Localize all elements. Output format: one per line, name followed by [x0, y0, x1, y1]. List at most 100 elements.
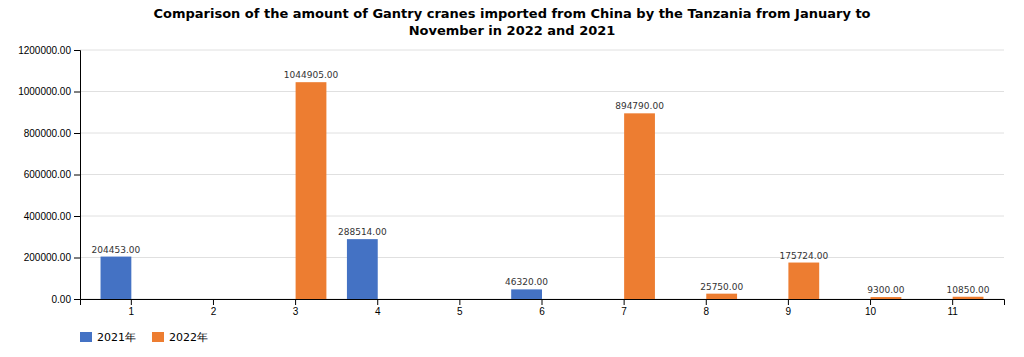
legend-item: 2021年 — [80, 331, 136, 344]
tick-mark — [788, 299, 789, 305]
tick-label: 1200000.00 — [18, 45, 71, 56]
tick: 7 — [621, 299, 627, 317]
tick-label: 4 — [375, 306, 381, 317]
plot: 0.00 200000.00 400000.00 600000.00 800000.00… — [18, 45, 1004, 317]
tick-label: 11 — [947, 306, 958, 317]
tick-label: 10 — [865, 306, 877, 317]
tick-label: 6 — [539, 306, 545, 317]
axis-domain — [74, 51, 81, 300]
tick-label: 200000.00 — [24, 252, 72, 263]
tick-mark — [952, 299, 953, 305]
data-label: 894790.00 — [615, 101, 664, 111]
tick-mark — [74, 92, 80, 93]
tick: 9 — [786, 299, 792, 317]
tick-mark — [213, 299, 214, 305]
series — [296, 82, 984, 299]
legend: 2021年 2022年 — [80, 331, 208, 344]
legend-item: 2022年 — [152, 331, 208, 344]
bar — [183, 299, 214, 300]
bar — [871, 297, 902, 299]
legend-swatch — [152, 332, 164, 342]
legend-label: 2021年 — [97, 331, 136, 344]
tick-mark — [542, 299, 543, 305]
tick-mark — [295, 299, 296, 305]
grid-line — [80, 133, 1004, 134]
bar — [213, 299, 244, 300]
tick: 5 — [457, 299, 463, 317]
data-label: 175724.00 — [779, 251, 828, 261]
bar — [347, 239, 378, 299]
tick-mark — [131, 299, 132, 305]
bar — [429, 299, 460, 300]
data-label: 9300.00 — [867, 285, 904, 295]
bar — [265, 299, 296, 300]
tick-mark — [74, 50, 80, 51]
tick: 8 — [703, 299, 709, 317]
tick: 800000.00 — [24, 128, 80, 139]
tick-mark — [377, 299, 378, 305]
tick-mark — [624, 299, 625, 305]
bar — [788, 263, 819, 299]
y-axis: 0.00 200000.00 400000.00 600000.00 800000.00… — [18, 45, 80, 305]
grid-line — [80, 50, 1004, 51]
grid-line — [80, 91, 1004, 92]
tick: 1 — [129, 299, 135, 317]
chart: Comparison of the amount of Gantry crane… — [0, 0, 1024, 357]
tick: 1000000.00 — [18, 86, 80, 97]
tick: 3 — [293, 299, 299, 317]
legend-swatch — [80, 332, 92, 342]
tick-label: 800000.00 — [24, 128, 72, 139]
data-label: 1044905.00 — [284, 70, 339, 80]
tick-mark — [870, 299, 871, 305]
tick: 200000.00 — [24, 252, 80, 263]
tick: 0.00 — [52, 294, 80, 305]
tick-label: 3 — [293, 306, 299, 317]
data-labels: 204453.00288514.0046320.001044905.008947… — [92, 70, 990, 295]
tick-label: 9 — [786, 306, 792, 317]
bar — [953, 297, 984, 299]
tick-label: 1 — [129, 306, 135, 317]
tick-label: 7 — [621, 306, 627, 317]
bar — [922, 299, 953, 300]
tick: 11 — [947, 299, 958, 317]
bar — [706, 294, 737, 299]
tick-mark — [74, 175, 80, 176]
tick-label: 8 — [703, 306, 709, 317]
tick-mark — [74, 216, 80, 217]
tick-mark — [74, 258, 80, 259]
bar — [131, 299, 162, 300]
bar — [378, 299, 409, 300]
bar — [296, 82, 327, 299]
axis-domain — [81, 300, 1005, 306]
tick-mark — [706, 299, 707, 305]
title: Comparison of the amount of Gantry crane… — [153, 6, 870, 38]
tick-label: 1000000.00 — [18, 86, 71, 97]
tick: 400000.00 — [24, 211, 80, 222]
tick-label: 0.00 — [52, 294, 72, 305]
grid — [80, 50, 1004, 299]
bar — [542, 299, 573, 300]
data-label: 10850.00 — [947, 285, 990, 295]
bar — [460, 299, 491, 300]
grid-line — [80, 257, 1004, 258]
tick-mark — [74, 133, 80, 134]
tick: 600000.00 — [24, 169, 80, 180]
tick-label: 400000.00 — [24, 211, 72, 222]
legend-label: 2022年 — [169, 331, 208, 344]
bar — [758, 299, 789, 300]
grid-line — [80, 216, 1004, 217]
tick-mark — [459, 299, 460, 305]
tick-label: 2 — [211, 306, 217, 317]
tick: 1200000.00 — [18, 45, 80, 56]
data-label: 25750.00 — [700, 282, 743, 292]
data-label: 288514.00 — [338, 227, 387, 237]
bar — [624, 113, 655, 299]
tick: 6 — [539, 299, 545, 317]
bar — [511, 289, 542, 299]
bar — [675, 299, 706, 300]
grid-line — [80, 174, 1004, 175]
bar — [593, 299, 624, 300]
bar — [840, 299, 871, 300]
tick: 10 — [865, 299, 877, 317]
data-label: 46320.00 — [505, 277, 548, 287]
